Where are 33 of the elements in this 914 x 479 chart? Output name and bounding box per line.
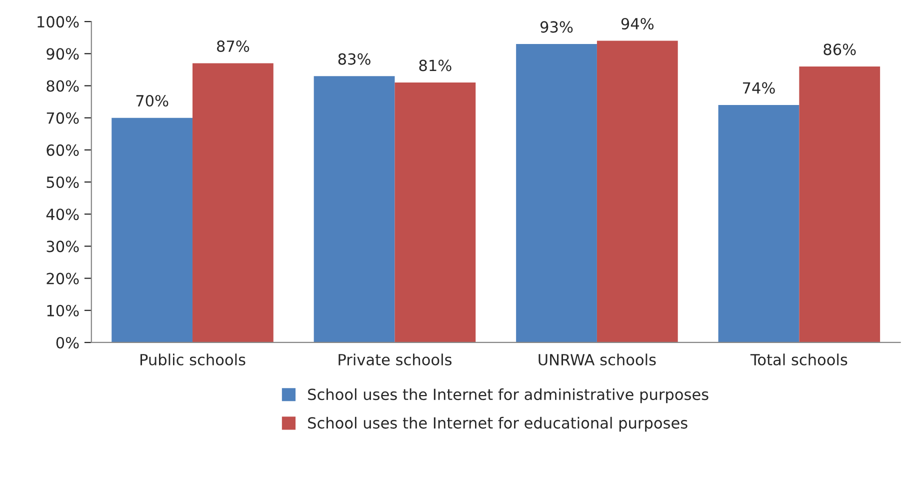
data-label: 93% bbox=[540, 21, 573, 33]
data-label: 81% bbox=[419, 60, 452, 72]
y-tick-label: 40% bbox=[46, 208, 79, 220]
data-label: 87% bbox=[217, 40, 250, 52]
x-tick-label: Public schools bbox=[140, 354, 246, 366]
legend-label: School uses the Internet for administrative purposes bbox=[308, 388, 708, 404]
y-tick-label: 80% bbox=[46, 80, 79, 92]
x-tick-label: UNRWA schools bbox=[538, 354, 656, 366]
x-tick-label: Total schools bbox=[750, 354, 848, 366]
y-tick-label: 30% bbox=[46, 240, 79, 252]
bar bbox=[596, 40, 678, 342]
data-label: 70% bbox=[136, 94, 168, 107]
bar bbox=[718, 104, 800, 342]
y-tick-label: 0% bbox=[56, 336, 79, 349]
data-label: 83% bbox=[338, 53, 370, 65]
y-tick-label: 70% bbox=[46, 112, 79, 124]
data-label: 94% bbox=[621, 18, 654, 30]
bar bbox=[799, 66, 880, 342]
y-tick-label: 100% bbox=[38, 16, 79, 28]
legend-label: School uses the Internet for educational purposes bbox=[308, 416, 688, 432]
bar bbox=[192, 63, 274, 342]
y-tick-label: 90% bbox=[46, 48, 79, 60]
bar bbox=[112, 118, 193, 342]
x-tick-label: Private schools bbox=[338, 354, 452, 366]
data-label: 74% bbox=[743, 82, 775, 94]
bar bbox=[516, 44, 597, 342]
data-label: 86% bbox=[824, 44, 856, 56]
y-tick-label: 50% bbox=[46, 176, 79, 188]
y-tick-label: 20% bbox=[46, 272, 79, 284]
bar bbox=[394, 82, 476, 342]
bar bbox=[314, 76, 395, 342]
y-tick-label: 60% bbox=[46, 144, 79, 156]
y-tick-label: 10% bbox=[47, 304, 79, 316]
